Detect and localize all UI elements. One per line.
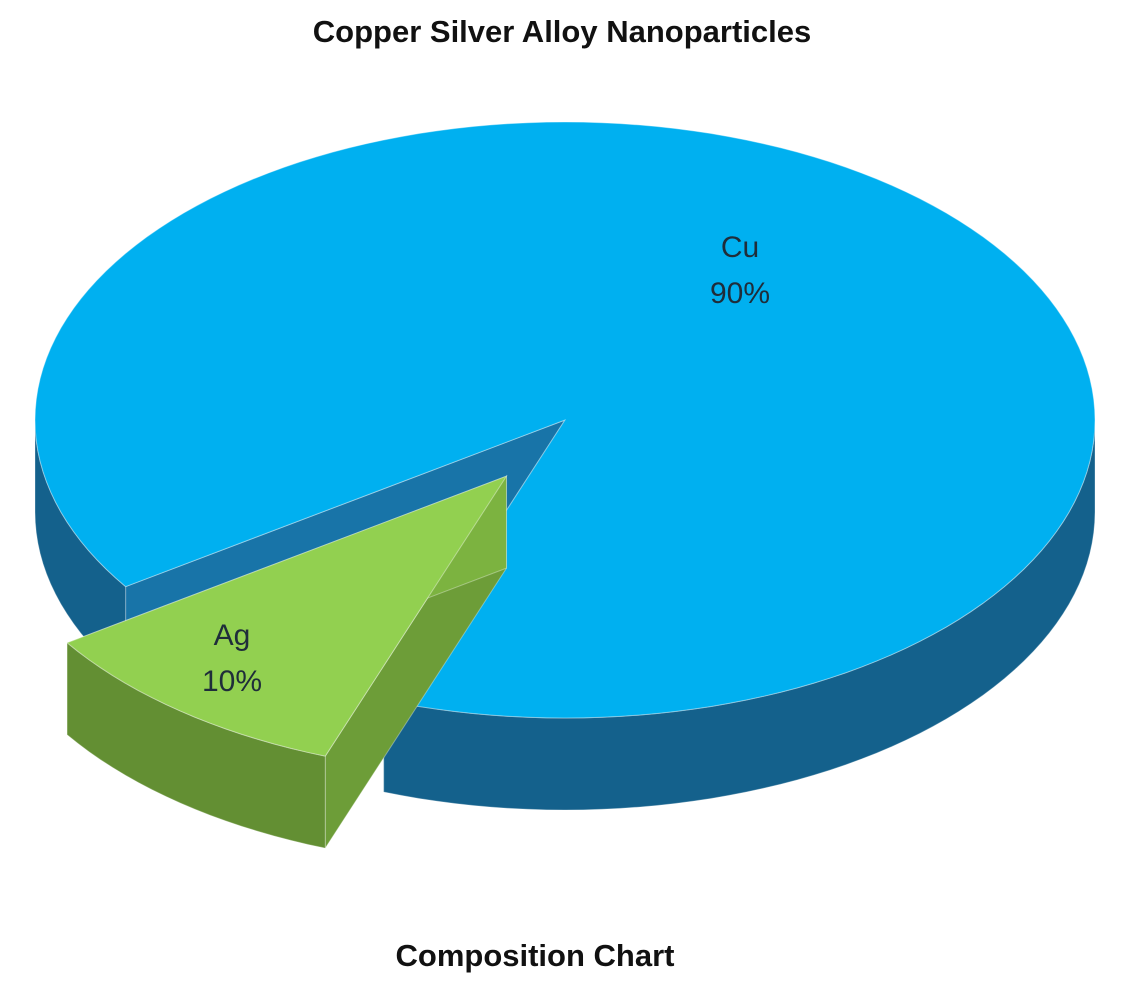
cu-slice-side bbox=[383, 419, 1096, 811]
chart-subtitle: Composition Chart bbox=[395, 938, 675, 973]
cu-slice-top bbox=[34, 121, 1096, 719]
cu-label: Cu bbox=[721, 231, 759, 264]
chart-title: Copper Silver Alloy Nanoparticles bbox=[312, 14, 812, 49]
cu-value-label: 90% bbox=[710, 277, 770, 310]
ag-label: Ag bbox=[214, 619, 251, 652]
cu-slice-side bbox=[34, 419, 127, 680]
ag-value-label: 10% bbox=[202, 665, 262, 698]
ag-slice-top bbox=[66, 475, 508, 757]
